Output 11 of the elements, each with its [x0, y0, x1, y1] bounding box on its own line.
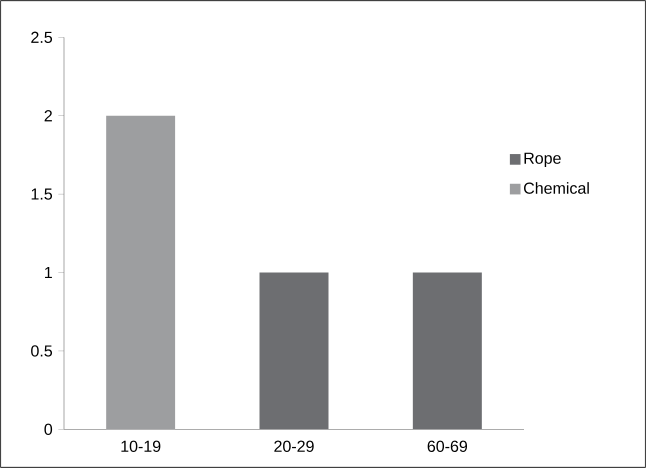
x-tick-label: 10-19: [121, 440, 160, 452]
y-tick-label: 2: [44, 110, 52, 122]
x-tick-label: 60-69: [428, 440, 468, 452]
x-tick-label: 20-29: [274, 440, 314, 452]
y-tick-label: 0: [44, 424, 52, 435]
y-tick-label: 2.5: [31, 32, 52, 43]
y-tick-label: 0.5: [31, 345, 52, 357]
legend-label: Chemical: [524, 182, 589, 194]
y-tick-label: 1.5: [32, 188, 52, 200]
y-tick-label: 1: [45, 267, 52, 278]
legend-label: Rope: [524, 152, 561, 168]
